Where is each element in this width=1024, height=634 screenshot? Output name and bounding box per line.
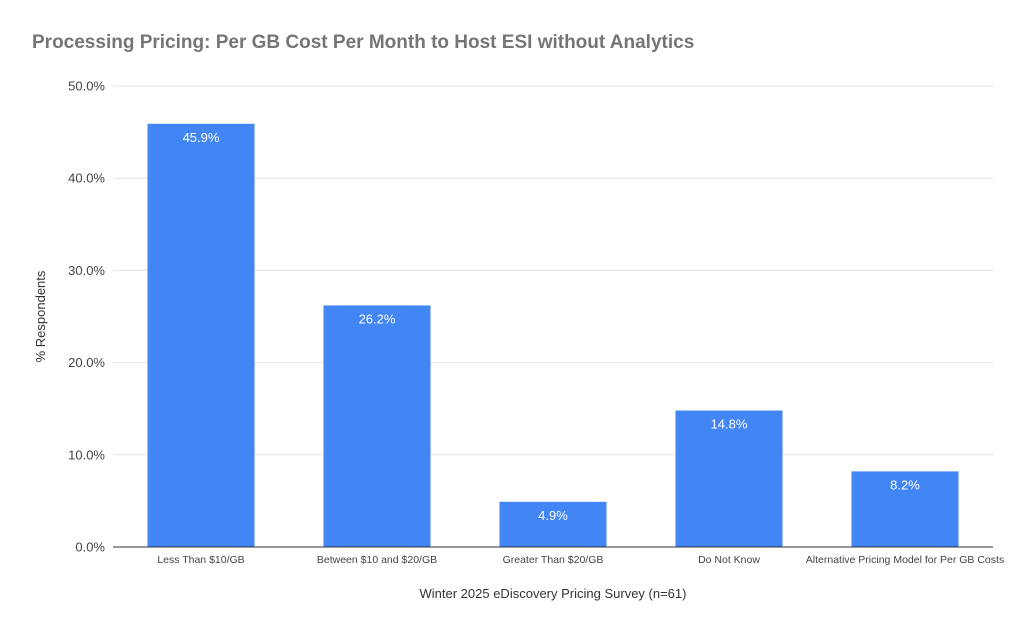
x-axis-label: Winter 2025 eDiscovery Pricing Survey (n…: [420, 586, 687, 601]
gridlines: [113, 85, 993, 456]
bar: [323, 305, 431, 547]
data-label: 26.2%: [359, 311, 396, 326]
x-tick-label: Between $10 and $20/GB: [317, 554, 437, 566]
data-label: 14.8%: [711, 417, 748, 432]
x-tick-label: Alternative Pricing Model for Per GB Cos…: [806, 554, 1004, 566]
y-tick-label: 50.0%: [68, 79, 105, 94]
y-tick-label: 30.0%: [68, 263, 105, 278]
bar: [851, 471, 959, 547]
bar: [147, 123, 255, 547]
x-tick-label: Do Not Know: [698, 554, 760, 566]
y-tick-label: 40.0%: [68, 171, 105, 186]
y-axis-label: % Respondents: [33, 270, 48, 362]
y-tick-label: 20.0%: [68, 355, 105, 370]
data-label: 8.2%: [890, 477, 920, 492]
chart-title: Processing Pricing: Per GB Cost Per Mont…: [32, 32, 695, 53]
bar: [499, 501, 607, 547]
data-label: 45.9%: [183, 130, 220, 145]
data-label: 4.9%: [538, 508, 568, 523]
x-tick-label: Less Than $10/GB: [157, 554, 244, 566]
y-tick-label: 0.0%: [75, 540, 105, 555]
bar: [675, 410, 783, 547]
bars: [147, 123, 959, 547]
y-tick-label: 10.0%: [68, 447, 105, 462]
x-tick-label: Greater Than $20/GB: [503, 554, 604, 566]
labels: 0.0% 10.0% 20.0% 30.0% 40.0% 50.0% 45.9% Less T…: [33, 79, 1004, 602]
